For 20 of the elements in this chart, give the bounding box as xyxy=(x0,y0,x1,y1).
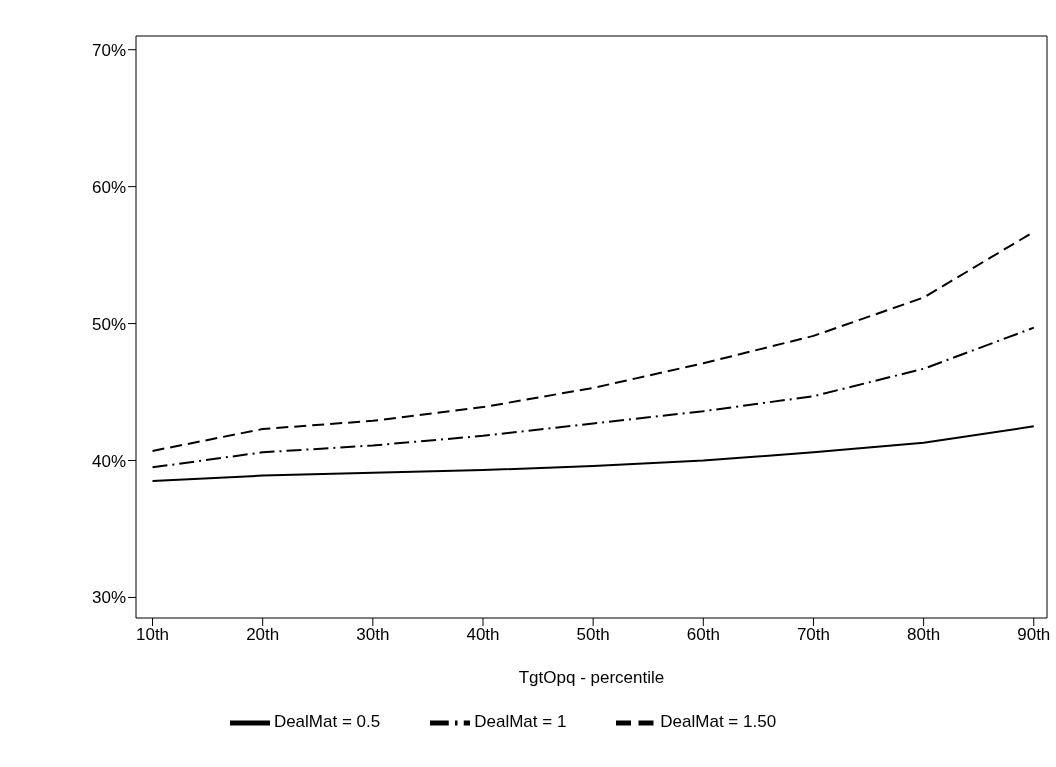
x-tick-label: 10th xyxy=(135,625,170,645)
line-series xyxy=(151,326,1035,469)
y-tick-label: 40% xyxy=(91,451,126,471)
legend-label: DealMat = 0.5 xyxy=(273,712,381,732)
y-tick-label: 30% xyxy=(91,588,126,608)
x-tick-label: 30th xyxy=(356,625,390,645)
x-tick-label: 20th xyxy=(246,625,280,645)
x-tick-label: 50th xyxy=(576,625,610,645)
y-tick-label: 50% xyxy=(91,314,126,334)
x-axis-title: TgtOpq - percentile xyxy=(518,668,665,687)
y-tick-label: 70% xyxy=(91,40,126,60)
legend-label: DealMat = 1.50 xyxy=(660,712,777,732)
x-tick-label: 40th xyxy=(466,625,500,645)
x-tick-label: 90th xyxy=(1017,625,1051,645)
x-tick-label: 80th xyxy=(907,625,941,645)
legend-label: DealMat = 1 xyxy=(474,712,567,732)
x-tick-label: 70th xyxy=(796,625,831,645)
line-series xyxy=(151,425,1035,483)
x-tick-label: 60th xyxy=(686,625,720,645)
y-tick-label: 60% xyxy=(91,177,126,197)
